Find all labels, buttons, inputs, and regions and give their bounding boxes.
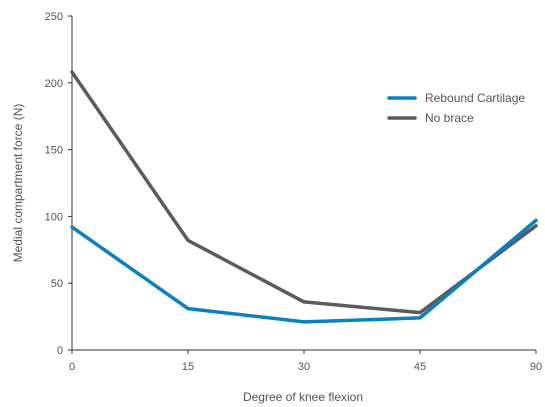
legend-label: No brace <box>425 111 474 125</box>
x-tick-label: 0 <box>69 361 75 373</box>
y-tick-label: 50 <box>51 278 63 290</box>
series-layer <box>70 70 538 324</box>
series-line-rebound-cartilage <box>70 218 538 324</box>
x-tick-label: 90 <box>530 361 542 373</box>
x-tick-label: 45 <box>414 361 426 373</box>
y-axis-title: Medial compartment force (N) <box>11 104 25 263</box>
y-axis: 0 50 100 150 200 250 <box>45 11 73 357</box>
x-tick-label: 15 <box>182 361 194 373</box>
y-tick-label: 100 <box>45 211 63 223</box>
y-tick-label: 250 <box>45 11 63 23</box>
y-tick-label: 150 <box>45 145 63 157</box>
legend-label: Rebound Cartilage <box>425 91 525 105</box>
legend: Rebound Cartilage No brace <box>387 91 525 125</box>
x-axis: 0 15 30 45 90 <box>69 349 542 373</box>
x-axis-title: Degree of knee flexion <box>243 390 363 404</box>
y-tick-label: 0 <box>57 345 63 357</box>
y-tick-label: 200 <box>45 78 63 90</box>
x-tick-label: 30 <box>298 361 310 373</box>
